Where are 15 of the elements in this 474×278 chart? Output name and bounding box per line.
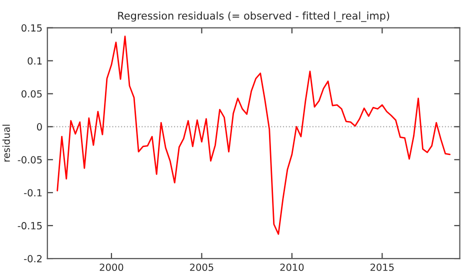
- chart-title: Regression residuals (= observed - fitted l_real_imp): [118, 12, 390, 22]
- y-tick-label: -0.2: [24, 255, 42, 262]
- y-tick-label: -0.15: [18, 222, 42, 230]
- y-tick-label: -0.1: [24, 189, 42, 196]
- x-tick-label: 2015: [370, 264, 394, 271]
- y-tick-label: 0: [36, 123, 42, 131]
- x-tick-label: 2000: [100, 264, 124, 271]
- x-tick-label: 2005: [190, 264, 214, 271]
- y-axis-title: residual: [2, 124, 10, 162]
- y-tick-label: -0.05: [18, 156, 42, 164]
- y-tick-label: 0.05: [22, 90, 42, 98]
- x-tick-label: 2010: [280, 264, 304, 271]
- y-tick-label: 0.1: [28, 57, 42, 65]
- y-tick-label: 0.15: [22, 24, 42, 32]
- line-series: [56, 36, 451, 235]
